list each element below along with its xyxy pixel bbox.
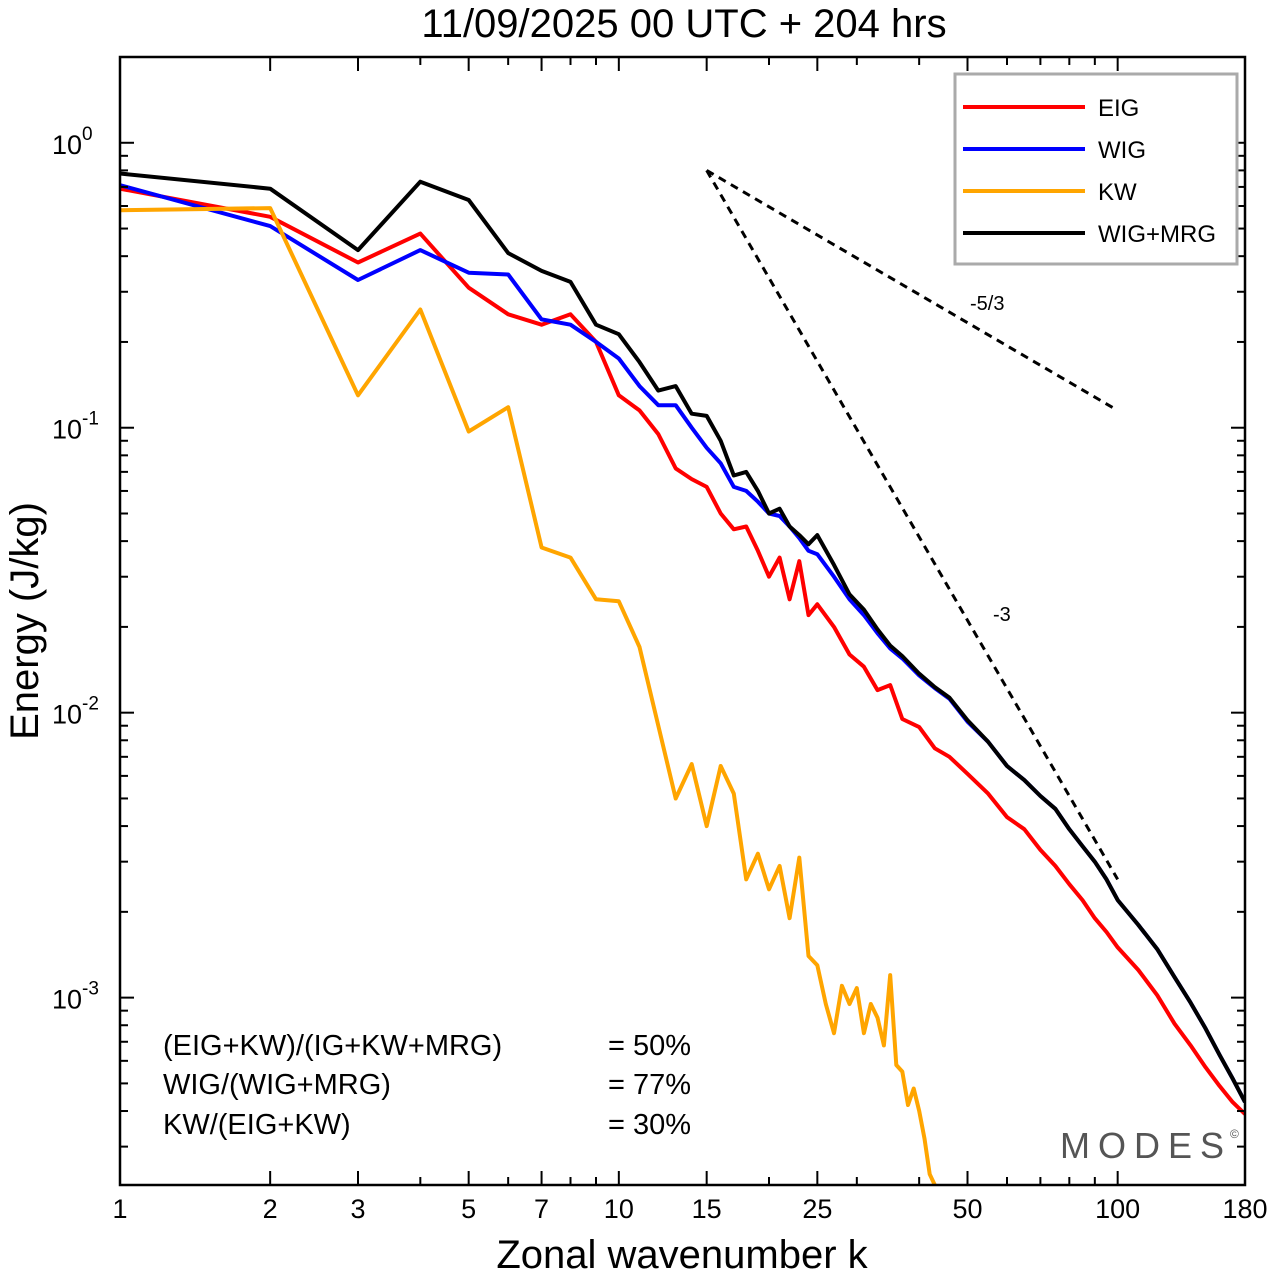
x-tick-label: 100	[1095, 1194, 1140, 1224]
ratio-value-kw: = 30%	[608, 1109, 691, 1141]
chart-title: 11/09/2025 00 UTC + 204 hrs	[421, 2, 946, 46]
reference-slopes: -5/3 -3	[705, 169, 1119, 881]
x-tick-label: 50	[952, 1194, 982, 1224]
series-line-wig	[120, 183, 1245, 1104]
plot-frame	[118, 55, 1247, 1187]
x-tick-label: 5	[461, 1194, 476, 1224]
reference-label-slope-3: -3	[993, 604, 1011, 626]
y-tick-label: 10-2	[52, 694, 99, 730]
y-tick-label: 10-1	[52, 409, 99, 445]
legend-label-wig: WIG	[1098, 137, 1146, 164]
legend-label-wig-mrg: WIG+MRG	[1098, 221, 1216, 248]
x-tick-label: 180	[1222, 1194, 1267, 1224]
series-line-kw	[120, 206, 937, 1185]
ratio-label-eig-kw: (EIG+KW)/(IG+KW+MRG)	[163, 1030, 502, 1062]
reference-line-slope-53	[705, 169, 1119, 412]
ratio-annotations: (EIG+KW)/(IG+KW+MRG) = 50% WIG/(WIG+MRG)…	[163, 1030, 691, 1141]
legend-label-eig: EIG	[1098, 95, 1139, 122]
reference-label-slope-53: -5/3	[970, 293, 1004, 315]
ratio-label-kw: KW/(EIG+KW)	[163, 1109, 351, 1141]
series-line-wig-mrg	[120, 171, 1245, 1104]
x-tick-label: 25	[802, 1194, 832, 1224]
axis-ticks: 1 2 3 5 7 10 15 25 50 100 180 100 10-1 10-2 10-3	[52, 57, 1268, 1224]
series-lines	[120, 171, 1245, 1185]
ratio-value-eig-kw: = 50%	[608, 1030, 691, 1062]
ratio-value-wig: = 77%	[608, 1069, 691, 1101]
y-tick-label: 10-3	[52, 979, 99, 1015]
modes-watermark: MODES	[1060, 1125, 1232, 1166]
x-tick-label: 10	[604, 1194, 634, 1224]
reference-line-slope-3	[705, 169, 1119, 881]
legend: EIG WIG KW WIG+MRG	[953, 72, 1239, 266]
y-tick-label: 100	[52, 124, 93, 160]
x-tick-label: 15	[692, 1194, 722, 1224]
x-tick-label: 7	[534, 1194, 549, 1224]
x-tick-label: 2	[263, 1194, 278, 1224]
x-axis-label: Zonal wavenumber k	[496, 1233, 868, 1277]
x-tick-label: 1	[112, 1194, 127, 1224]
ratio-label-wig: WIG/(WIG+MRG)	[163, 1069, 391, 1101]
x-tick-label: 3	[350, 1194, 365, 1224]
y-axis-label: Energy (J/kg)	[3, 502, 47, 740]
legend-label-kw: KW	[1098, 179, 1137, 206]
series-line-eig	[120, 186, 1245, 1116]
copyright-mark: ©	[1230, 1127, 1239, 1141]
